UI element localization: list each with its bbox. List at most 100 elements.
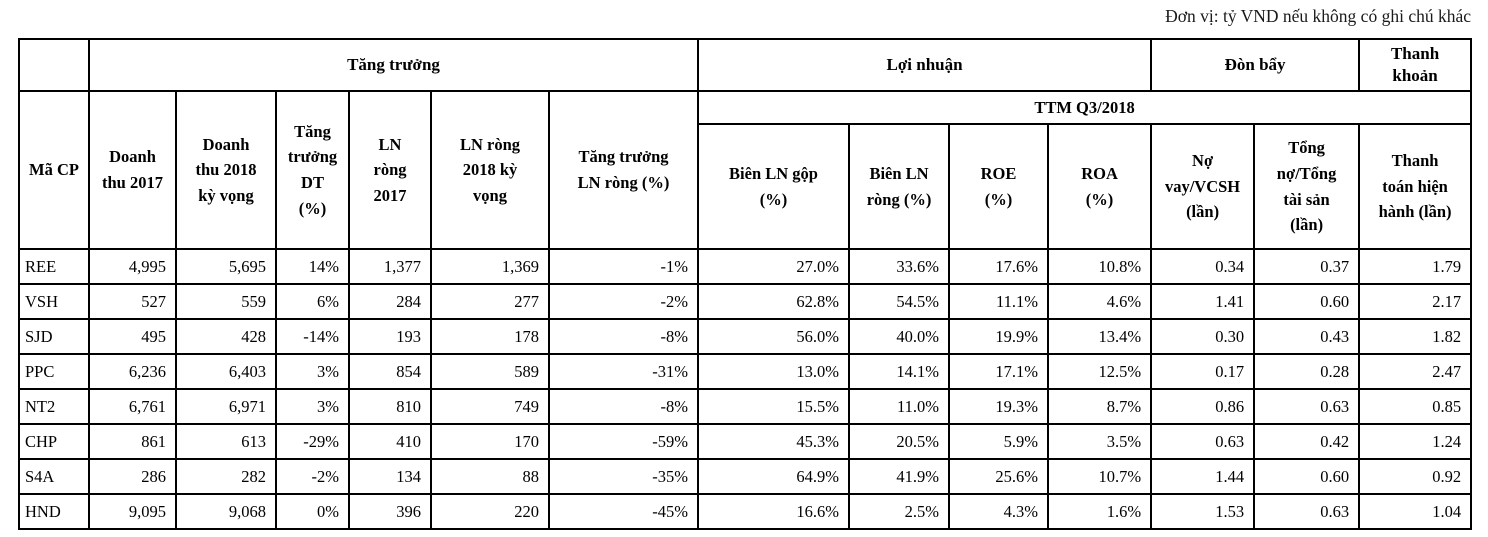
- value-cell: 286: [88, 458, 177, 495]
- value-cell: 1.53: [1150, 493, 1256, 530]
- value-cell: 10.8%: [1047, 248, 1153, 285]
- table-row: S4A 286 282 -2% 134 88 -35% 64.9% 41.9% 25.6% 10.7…: [18, 458, 1473, 495]
- value-cell: 1,369: [430, 248, 550, 285]
- value-cell: 134: [348, 458, 432, 495]
- value-cell: 27.0%: [697, 248, 851, 285]
- table-header: Tăng trưởng Lợi nhuận Đòn bẩy Thanh khoả…: [18, 38, 1473, 250]
- value-cell: -14%: [275, 318, 350, 355]
- value-cell: 1.79: [1358, 248, 1473, 285]
- value-cell: 0.60: [1253, 458, 1361, 495]
- value-cell: 589: [430, 353, 550, 390]
- value-cell: 62.8%: [697, 283, 851, 320]
- value-cell: -31%: [547, 353, 700, 390]
- column-header-row: Biên LN gộp (%) Biên LN ròng (%) ROE (%)…: [19, 123, 1473, 250]
- value-cell: 1.6%: [1047, 493, 1153, 530]
- table-row: SJD 495 428 -14% 193 178 -8% 56.0% 40.0% 19.9% 13.…: [18, 318, 1473, 355]
- value-cell: 0.92: [1358, 458, 1473, 495]
- value-cell: -2%: [275, 458, 350, 495]
- value-cell: 9,095: [88, 493, 177, 530]
- value-cell: 15.5%: [697, 388, 851, 425]
- corner-spacer: [18, 38, 90, 92]
- column-header-revenue-2018e: Doanh thu 2018 kỳ vọng: [175, 90, 277, 250]
- value-cell: -59%: [547, 423, 700, 460]
- value-cell: 19.3%: [948, 388, 1050, 425]
- value-cell: -2%: [547, 283, 700, 320]
- value-cell: 193: [348, 318, 432, 355]
- value-cell: 410: [348, 423, 432, 460]
- value-cell: 861: [88, 423, 177, 460]
- value-cell: 19.9%: [948, 318, 1050, 355]
- value-cell: -45%: [547, 493, 700, 530]
- ticker-cell: PPC: [18, 353, 90, 390]
- value-cell: 17.6%: [948, 248, 1050, 285]
- column-header-roa: ROA (%): [1047, 123, 1153, 250]
- value-cell: -35%: [547, 458, 700, 495]
- value-cell: 3.5%: [1047, 423, 1153, 460]
- value-cell: 495: [88, 318, 177, 355]
- column-header-ticker: Mã CP: [18, 90, 90, 250]
- value-cell: 2.47: [1358, 353, 1473, 390]
- value-cell: 5,695: [175, 248, 277, 285]
- ticker-cell: REE: [18, 248, 90, 285]
- ticker-cell: SJD: [18, 318, 90, 355]
- financial-metrics-table: Tăng trưởng Lợi nhuận Đòn bẩy Thanh khoả…: [18, 38, 1473, 530]
- value-cell: -29%: [275, 423, 350, 460]
- value-cell: 1.04: [1358, 493, 1473, 530]
- value-cell: 178: [430, 318, 550, 355]
- value-cell: 0.63: [1253, 388, 1361, 425]
- value-cell: 10.7%: [1047, 458, 1153, 495]
- value-cell: 25.6%: [948, 458, 1050, 495]
- value-cell: 749: [430, 388, 550, 425]
- value-cell: 20.5%: [848, 423, 951, 460]
- value-cell: -8%: [547, 318, 700, 355]
- column-header-netprofit-2017: LN ròng 2017: [348, 90, 432, 250]
- ticker-cell: CHP: [18, 423, 90, 460]
- value-cell: 11.1%: [948, 283, 1050, 320]
- value-cell: 6,236: [88, 353, 177, 390]
- group-header-profitability: Lợi nhuận: [697, 38, 1153, 92]
- value-cell: 14.1%: [848, 353, 951, 390]
- table-row: CHP 861 613 -29% 410 170 -59% 45.3% 20.5% 5.9% 3.5…: [18, 423, 1473, 460]
- value-cell: 33.6%: [848, 248, 951, 285]
- value-cell: 3%: [275, 388, 350, 425]
- table-row: VSH 527 559 6% 284 277 -2% 62.8% 54.5% 11.1% 4.6% 1…: [18, 283, 1473, 320]
- value-cell: 6,403: [175, 353, 277, 390]
- column-header-net-margin: Biên LN ròng (%): [848, 123, 951, 250]
- value-cell: 5.9%: [948, 423, 1050, 460]
- ticker-cell: NT2: [18, 388, 90, 425]
- ticker-cell: HND: [18, 493, 90, 530]
- group-header-liquidity: Thanh khoản: [1358, 38, 1473, 92]
- value-cell: 220: [430, 493, 550, 530]
- value-cell: 1.82: [1358, 318, 1473, 355]
- value-cell: 284: [348, 283, 432, 320]
- value-cell: 13.0%: [697, 353, 851, 390]
- table-row: REE 4,995 5,695 14% 1,377 1,369 -1% 27.0% 33.6% 1…: [18, 248, 1473, 285]
- column-header-revenue-2017: Doanh thu 2017: [88, 90, 177, 250]
- group-header-growth: Tăng trưởng: [87, 38, 700, 92]
- value-cell: 0.63: [1253, 493, 1361, 530]
- period-banner-row: Mã CP Doanh thu 2017 Doanh thu 2018 kỳ v…: [18, 90, 1473, 250]
- period-banner: TTM Q3/2018: [697, 90, 1473, 125]
- value-cell: -1%: [547, 248, 700, 285]
- value-cell: 1.41: [1150, 283, 1256, 320]
- table-body: REE 4,995 5,695 14% 1,377 1,369 -1% 27.0% 33.6% 1…: [18, 248, 1473, 530]
- value-cell: 2.17: [1358, 283, 1473, 320]
- value-cell: 0.60: [1253, 283, 1361, 320]
- value-cell: 1,377: [348, 248, 432, 285]
- value-cell: 1.24: [1358, 423, 1473, 460]
- value-cell: 0.86: [1150, 388, 1256, 425]
- ticker-cell: VSH: [18, 283, 90, 320]
- table-row: PPC 6,236 6,403 3% 854 589 -31% 13.0% 14.1% 17.1%…: [18, 353, 1473, 390]
- value-cell: 170: [430, 423, 550, 460]
- value-cell: 0.34: [1150, 248, 1256, 285]
- value-cell: 17.1%: [948, 353, 1050, 390]
- value-cell: 0.85: [1358, 388, 1473, 425]
- value-cell: 0.30: [1150, 318, 1256, 355]
- table-row: HND 9,095 9,068 0% 396 220 -45% 16.6% 2.5% 4.3% 1.…: [18, 493, 1473, 530]
- column-header-debt-to-assets: Tổng nợ/Tổng tài sản (lần): [1253, 123, 1361, 250]
- ticker-cell: S4A: [18, 458, 90, 495]
- value-cell: 41.9%: [848, 458, 951, 495]
- value-cell: 13.4%: [1047, 318, 1153, 355]
- value-cell: 559: [175, 283, 277, 320]
- value-cell: -8%: [547, 388, 700, 425]
